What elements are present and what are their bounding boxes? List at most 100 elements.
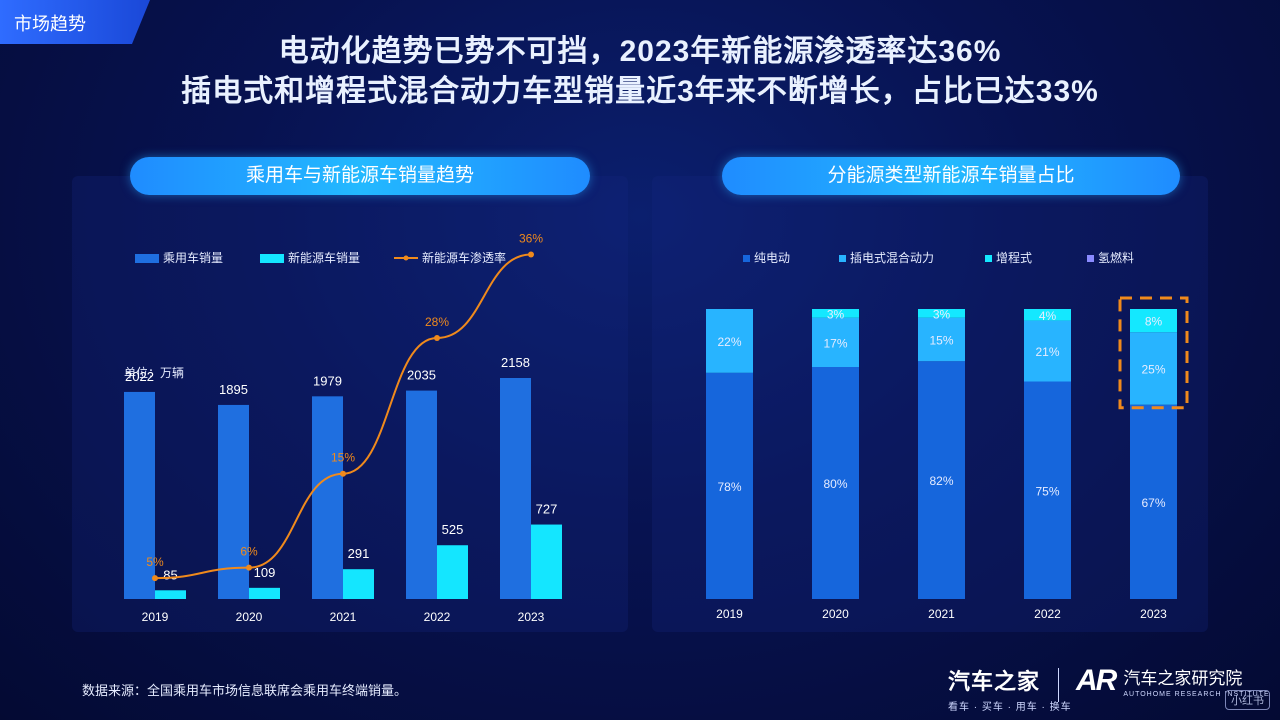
- research-institute-logo: AR 汽车之家研究院 AUTOHOME RESEARCH INSTITUTE: [1076, 664, 1270, 698]
- unit-label: 单位：万辆: [124, 365, 184, 380]
- x-tick-2020: 2020: [236, 610, 263, 624]
- seg-2-2021: [918, 309, 965, 318]
- seg-label-1-2019: 22%: [717, 335, 741, 349]
- bar-total-2021: [312, 396, 343, 599]
- legend-label-2: 新能源车渗透率: [422, 250, 506, 265]
- seg-1-2020: [812, 317, 859, 367]
- bar-total-label-2021: 1979: [313, 373, 342, 388]
- legend-swatch-0: [743, 255, 750, 262]
- bar-nev-2019: [155, 590, 186, 599]
- bar-nev-2021: [343, 569, 374, 599]
- seg-label-0-2021: 82%: [929, 474, 953, 488]
- legend-label-0: 纯电动: [754, 251, 790, 265]
- section-tag: 市场趋势: [0, 0, 150, 44]
- bar-nev-2020: [249, 587, 280, 599]
- legend-swatch-dot-2: [403, 255, 409, 261]
- headline-line-2: 插电式和增程式混合动力车型销量近3年来不断增长，占比已达33%: [181, 75, 1099, 108]
- bar-nev-label-2021: 291: [348, 546, 370, 561]
- bar-nev-label-2019: 85: [163, 567, 177, 582]
- legend-label-3: 氢燃料: [1098, 250, 1134, 265]
- bar-total-label-2023: 2158: [501, 355, 530, 370]
- seg-0-2023: [1130, 404, 1177, 599]
- x-tick-2021: 2021: [330, 610, 357, 624]
- bar-total-label-2019: 2022: [125, 369, 154, 384]
- seg-2-2023: [1130, 309, 1177, 333]
- seg-label-1-2023: 25%: [1141, 362, 1165, 376]
- seg-1-2022: [1024, 320, 1071, 382]
- legend-swatch-1: [260, 254, 284, 263]
- penetration-label-2021: 15%: [331, 451, 355, 465]
- penetration-point-2022: [434, 334, 440, 341]
- legend-swatch-0: [135, 254, 159, 263]
- autohome-logo-slogan: 看车 · 买车 · 用车 · 换车: [948, 702, 1072, 713]
- data-source-note: 数据来源：全国乘用车市场信息联席会乘用车终端销量。: [82, 683, 408, 698]
- x-tick-2019: 2019: [716, 607, 743, 621]
- bar-total-2023: [500, 378, 531, 599]
- seg-0-2021: [918, 361, 965, 599]
- seg-label-0-2019: 78%: [717, 480, 741, 494]
- bar-nev-label-2020: 109: [254, 565, 276, 580]
- legend-label-1: 新能源车销量: [288, 250, 360, 265]
- seg-label-2-2021: 3%: [933, 307, 951, 321]
- research-institute-mark: AR: [1076, 664, 1117, 697]
- seg-2-2020: [812, 309, 859, 318]
- penetration-label-2022: 28%: [425, 315, 449, 329]
- x-tick-2023: 2023: [518, 610, 545, 624]
- seg-label-1-2022: 21%: [1035, 345, 1059, 359]
- penetration-line: [154, 253, 532, 580]
- watermark: 小红书: [1225, 690, 1270, 710]
- penetration-point-2023: [528, 251, 534, 258]
- x-tick-2022: 2022: [424, 610, 451, 624]
- bar-total-2019: [124, 391, 155, 599]
- legend-swatch-2: [985, 255, 992, 262]
- legend-label-1: 插电式混合动力: [850, 250, 934, 265]
- bar-nev-label-2023: 727: [536, 502, 558, 517]
- bar-total-label-2022: 2035: [407, 368, 436, 383]
- x-tick-2022: 2022: [1034, 607, 1061, 621]
- autohome-logo-name: 汽车之家: [948, 669, 1041, 694]
- seg-0-2022: [1024, 381, 1071, 599]
- seg-0-2019: [706, 372, 753, 599]
- x-tick-2023: 2023: [1140, 607, 1167, 621]
- section-tag-label: 市场趋势: [14, 14, 86, 34]
- bar-total-2020: [218, 404, 249, 599]
- energy-share-chart: 纯电动 插电式混合动力 增程式 氢燃料 78% 22% 2019 80% 17% 3% 2020 82…: [706, 250, 1189, 621]
- penetration-label-2019: 5%: [146, 555, 164, 569]
- seg-label-2-2020: 3%: [827, 307, 845, 321]
- research-institute-sub: AUTOHOME RESEARCH INSTITUTE: [1123, 691, 1270, 698]
- legend-swatch-1: [839, 255, 846, 262]
- autohome-logo: 汽车之家 看车 · 买车 · 用车 · 换车: [948, 664, 1072, 713]
- seg-label-0-2023: 67%: [1141, 496, 1165, 510]
- seg-label-2-2023: 8%: [1145, 315, 1163, 329]
- penetration-point-2021: [340, 470, 346, 477]
- left-panel-title: 乘用车与新能源车销量趋势: [130, 157, 590, 195]
- x-tick-2019: 2019: [142, 610, 169, 624]
- penetration-point-2019: [152, 575, 158, 582]
- research-institute-name: 汽车之家研究院: [1123, 669, 1243, 688]
- seg-1-2023: [1130, 332, 1177, 405]
- penetration-point-2020: [246, 564, 252, 571]
- seg-1-2021: [918, 317, 965, 362]
- bar-total-2022: [406, 390, 437, 599]
- legend-label-0: 乘用车销量: [163, 250, 223, 265]
- bar-nev-2023: [531, 524, 562, 599]
- seg-0-2020: [812, 367, 859, 599]
- seg-label-2-2022: 4%: [1039, 309, 1057, 323]
- sales-trend-chart: 乘用车销量 新能源车销量 新能源车渗透率单位：万辆20228520191895109…: [124, 231, 562, 624]
- seg-label-0-2022: 75%: [1035, 484, 1059, 498]
- legend-label-2: 增程式: [996, 250, 1032, 265]
- seg-2-2022: [1024, 309, 1071, 321]
- seg-label-1-2021: 15%: [929, 333, 953, 347]
- bar-nev-2022: [437, 545, 468, 599]
- x-tick-2020: 2020: [822, 607, 849, 621]
- x-tick-2021: 2021: [928, 607, 955, 621]
- seg-label-1-2020: 17%: [823, 336, 847, 350]
- penetration-label-2023: 36%: [519, 231, 543, 245]
- penetration-label-2020: 6%: [240, 545, 258, 559]
- seg-label-0-2020: 80%: [823, 477, 847, 491]
- bar-nev-label-2022: 525: [442, 522, 464, 537]
- headline-line-1: 电动化趋势已势不可挡，2023年新能源渗透率达36%: [278, 35, 1002, 68]
- bar-total-label-2020: 1895: [219, 382, 248, 397]
- highlight-box-2023: [1118, 296, 1189, 410]
- logo-divider: [1058, 668, 1059, 702]
